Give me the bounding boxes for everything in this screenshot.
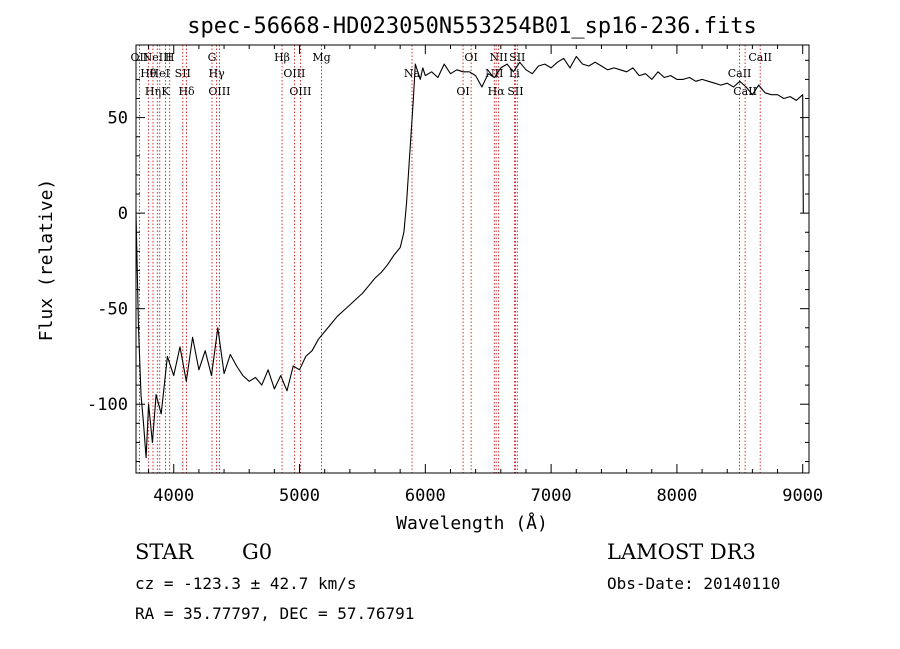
line-marker-label-20: Hα bbox=[488, 85, 506, 98]
flux-series-line bbox=[135, 55, 804, 459]
line-marker-label-2: Hη bbox=[145, 85, 161, 98]
ra-dec-coordinates: RA = 35.77797, DEC = 57.76791 bbox=[135, 604, 415, 623]
line-marker-label-10: Hγ bbox=[209, 67, 226, 80]
line-marker-label-6: H bbox=[165, 51, 175, 64]
y-axis: -100 -50 0 50 bbox=[87, 59, 809, 463]
plot-frame bbox=[135, 44, 810, 474]
y-axis-label: Flux (relative) bbox=[36, 179, 57, 342]
redshift-cz: cz = -123.3 ± 42.7 km/s bbox=[135, 574, 357, 593]
line-marker-label-17: OI bbox=[456, 85, 469, 98]
line-markers bbox=[138, 45, 761, 473]
x-tick-label-4: 8000 bbox=[656, 486, 697, 506]
line-marker-label-8: Hδ bbox=[178, 85, 195, 98]
x-tick-label-2: 6000 bbox=[405, 486, 446, 506]
object-subclass: G0 bbox=[242, 540, 273, 564]
line-marker-label-11: OIII bbox=[208, 85, 230, 98]
survey-name: LAMOST DR3 bbox=[607, 540, 756, 564]
line-marker-label-26: CaII bbox=[733, 85, 757, 98]
line-marker-label-13: OIII bbox=[283, 67, 305, 80]
y-tick-label-1: -50 bbox=[97, 300, 128, 320]
line-marker-label-24: SII bbox=[509, 51, 525, 64]
y-tick-label-0: -100 bbox=[87, 395, 128, 415]
line-marker-label-3: NeIII bbox=[143, 51, 172, 64]
line-marker-label-5: K bbox=[161, 85, 170, 98]
observation-date: Obs-Date: 20140110 bbox=[607, 574, 781, 593]
chart-title: spec-56668-HD023050N553254B01_sp16-236.f… bbox=[187, 14, 757, 39]
line-marker-label-12: Hβ bbox=[274, 51, 290, 64]
x-axis-label: Wavelength (Å) bbox=[396, 512, 548, 534]
line-marker-label-23: SII bbox=[507, 85, 523, 98]
object-class: STAR bbox=[135, 540, 194, 564]
line-marker-label-14: OIII bbox=[289, 85, 311, 98]
line-marker-label-15: Mg bbox=[312, 51, 330, 64]
line-marker-label-27: CaII bbox=[748, 51, 772, 64]
line-marker-label-18: OI bbox=[464, 51, 477, 64]
x-tick-label-3: 7000 bbox=[531, 486, 572, 506]
line-marker-label-1: Hθ bbox=[140, 67, 157, 80]
x-tick-label-0: 4000 bbox=[153, 486, 194, 506]
x-tick-label-5: 9000 bbox=[782, 486, 823, 506]
line-marker-label-21: NII bbox=[490, 51, 508, 64]
x-tick-label-1: 5000 bbox=[279, 486, 320, 506]
y-tick-label-2: 0 bbox=[118, 204, 128, 224]
line-marker-label-16: Na bbox=[404, 67, 421, 80]
y-tick-label-3: 50 bbox=[108, 109, 128, 129]
line-marker-label-9: G bbox=[208, 51, 217, 64]
line-marker-label-0: OII bbox=[131, 51, 149, 64]
line-marker-label-7: SII bbox=[175, 67, 191, 80]
line-marker-labels: OIIHθHηNeIIIHeIKHSIIHδGHγOIIIHβOIIIOIIIM… bbox=[131, 51, 772, 98]
x-axis: 4000 5000 6000 7000 8000 9000 bbox=[148, 45, 823, 506]
line-marker-label-22: Li bbox=[509, 67, 520, 80]
line-marker-label-25: CaII bbox=[728, 67, 752, 80]
line-marker-label-4: HeI bbox=[150, 67, 170, 80]
